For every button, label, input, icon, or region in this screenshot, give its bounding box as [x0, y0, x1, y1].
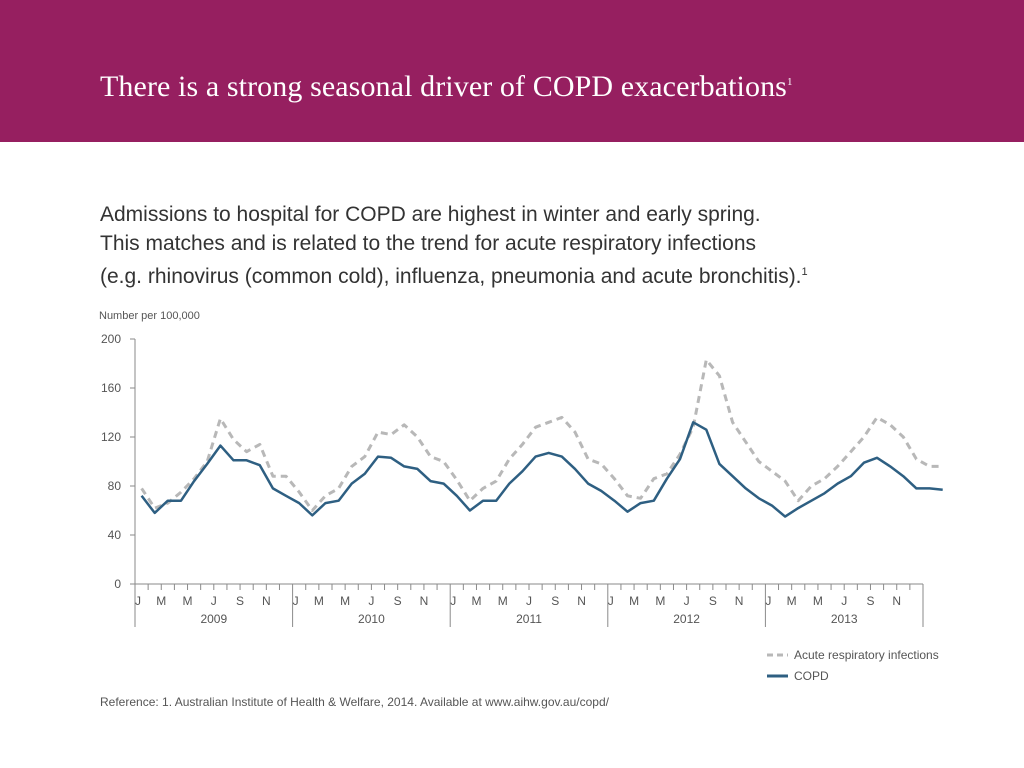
x-tick-label: N	[892, 594, 901, 608]
x-tick-label: M	[183, 594, 193, 608]
x-tick-label: N	[735, 594, 744, 608]
x-tick-label: M	[813, 594, 823, 608]
x-tick-label: S	[236, 594, 244, 608]
y-tick-label: 0	[114, 577, 121, 591]
series-layer	[140, 358, 943, 518]
subtitle-footnote-mark: 1	[801, 266, 808, 278]
x-tick-label: J	[526, 594, 532, 608]
x-tick-label: M	[655, 594, 665, 608]
x-tick-label: J	[211, 594, 217, 608]
y-tick-label: 200	[101, 332, 121, 346]
subtitle-line-1: Admissions to hospital for COPD are high…	[100, 203, 761, 226]
line-chart: Number per 100,000 0 40 80 120 160 200 J M M J S N 2…	[99, 310, 943, 683]
series-line-acute-respiratory-infections	[140, 358, 943, 512]
legend: Acute respiratory infections COPD	[767, 648, 939, 683]
reference-note: Reference: 1. Australian Institute of He…	[100, 695, 609, 709]
x-tick-label: J	[841, 594, 847, 608]
x-tick-label: J	[450, 594, 456, 608]
year-label: 2012	[673, 612, 700, 626]
x-tick-label: S	[709, 594, 717, 608]
x-tick-label: N	[262, 594, 271, 608]
x-tick-label: J	[765, 594, 771, 608]
title-banner: There is a strong seasonal driver of COP…	[0, 0, 1024, 142]
x-tick-label: M	[471, 594, 481, 608]
y-tick-label: 80	[108, 479, 122, 493]
year-label: 2010	[358, 612, 385, 626]
x-tick-label: J	[608, 594, 614, 608]
y-axis-label: Number per 100,000	[99, 310, 200, 322]
series-line-copd	[140, 421, 943, 518]
year-label: 2013	[831, 612, 858, 626]
axes: 0 40 80 120 160 200 J M M J S N 2009 J M M J S N 2010 J M M J S N…	[101, 332, 924, 627]
x-tick-label: J	[368, 594, 374, 608]
legend-label: Acute respiratory infections	[794, 648, 939, 662]
x-tick-label: M	[498, 594, 508, 608]
page-title: There is a strong seasonal driver of COP…	[100, 70, 793, 104]
x-tick-label: J	[684, 594, 690, 608]
year-label: 2009	[200, 612, 227, 626]
x-tick-label: M	[787, 594, 797, 608]
title-footnote-mark: 1	[786, 76, 793, 88]
legend-label: COPD	[794, 669, 829, 683]
subtitle-line-3: (e.g. rhinovirus (common cold), influenz…	[100, 258, 980, 291]
x-tick-label: J	[135, 594, 141, 608]
subtitle: Admissions to hospital for COPD are high…	[100, 200, 980, 291]
x-tick-label: M	[314, 594, 324, 608]
x-tick-label: S	[866, 594, 874, 608]
y-tick-label: 40	[108, 528, 122, 542]
year-label: 2011	[516, 612, 542, 626]
x-tick-label: S	[551, 594, 559, 608]
x-tick-label: S	[394, 594, 402, 608]
y-tick-label: 160	[101, 381, 121, 395]
subtitle-line-2: This matches and is related to the trend…	[100, 232, 756, 255]
x-tick-label: M	[340, 594, 350, 608]
x-tick-label: N	[577, 594, 586, 608]
y-tick-label: 120	[101, 430, 121, 444]
x-tick-label: J	[293, 594, 299, 608]
subtitle-line-3-text: (e.g. rhinovirus (common cold), influenz…	[100, 265, 802, 288]
page-title-text: There is a strong seasonal driver of COP…	[100, 70, 787, 103]
x-tick-label: N	[420, 594, 429, 608]
x-tick-label: M	[156, 594, 166, 608]
x-tick-label: M	[629, 594, 639, 608]
